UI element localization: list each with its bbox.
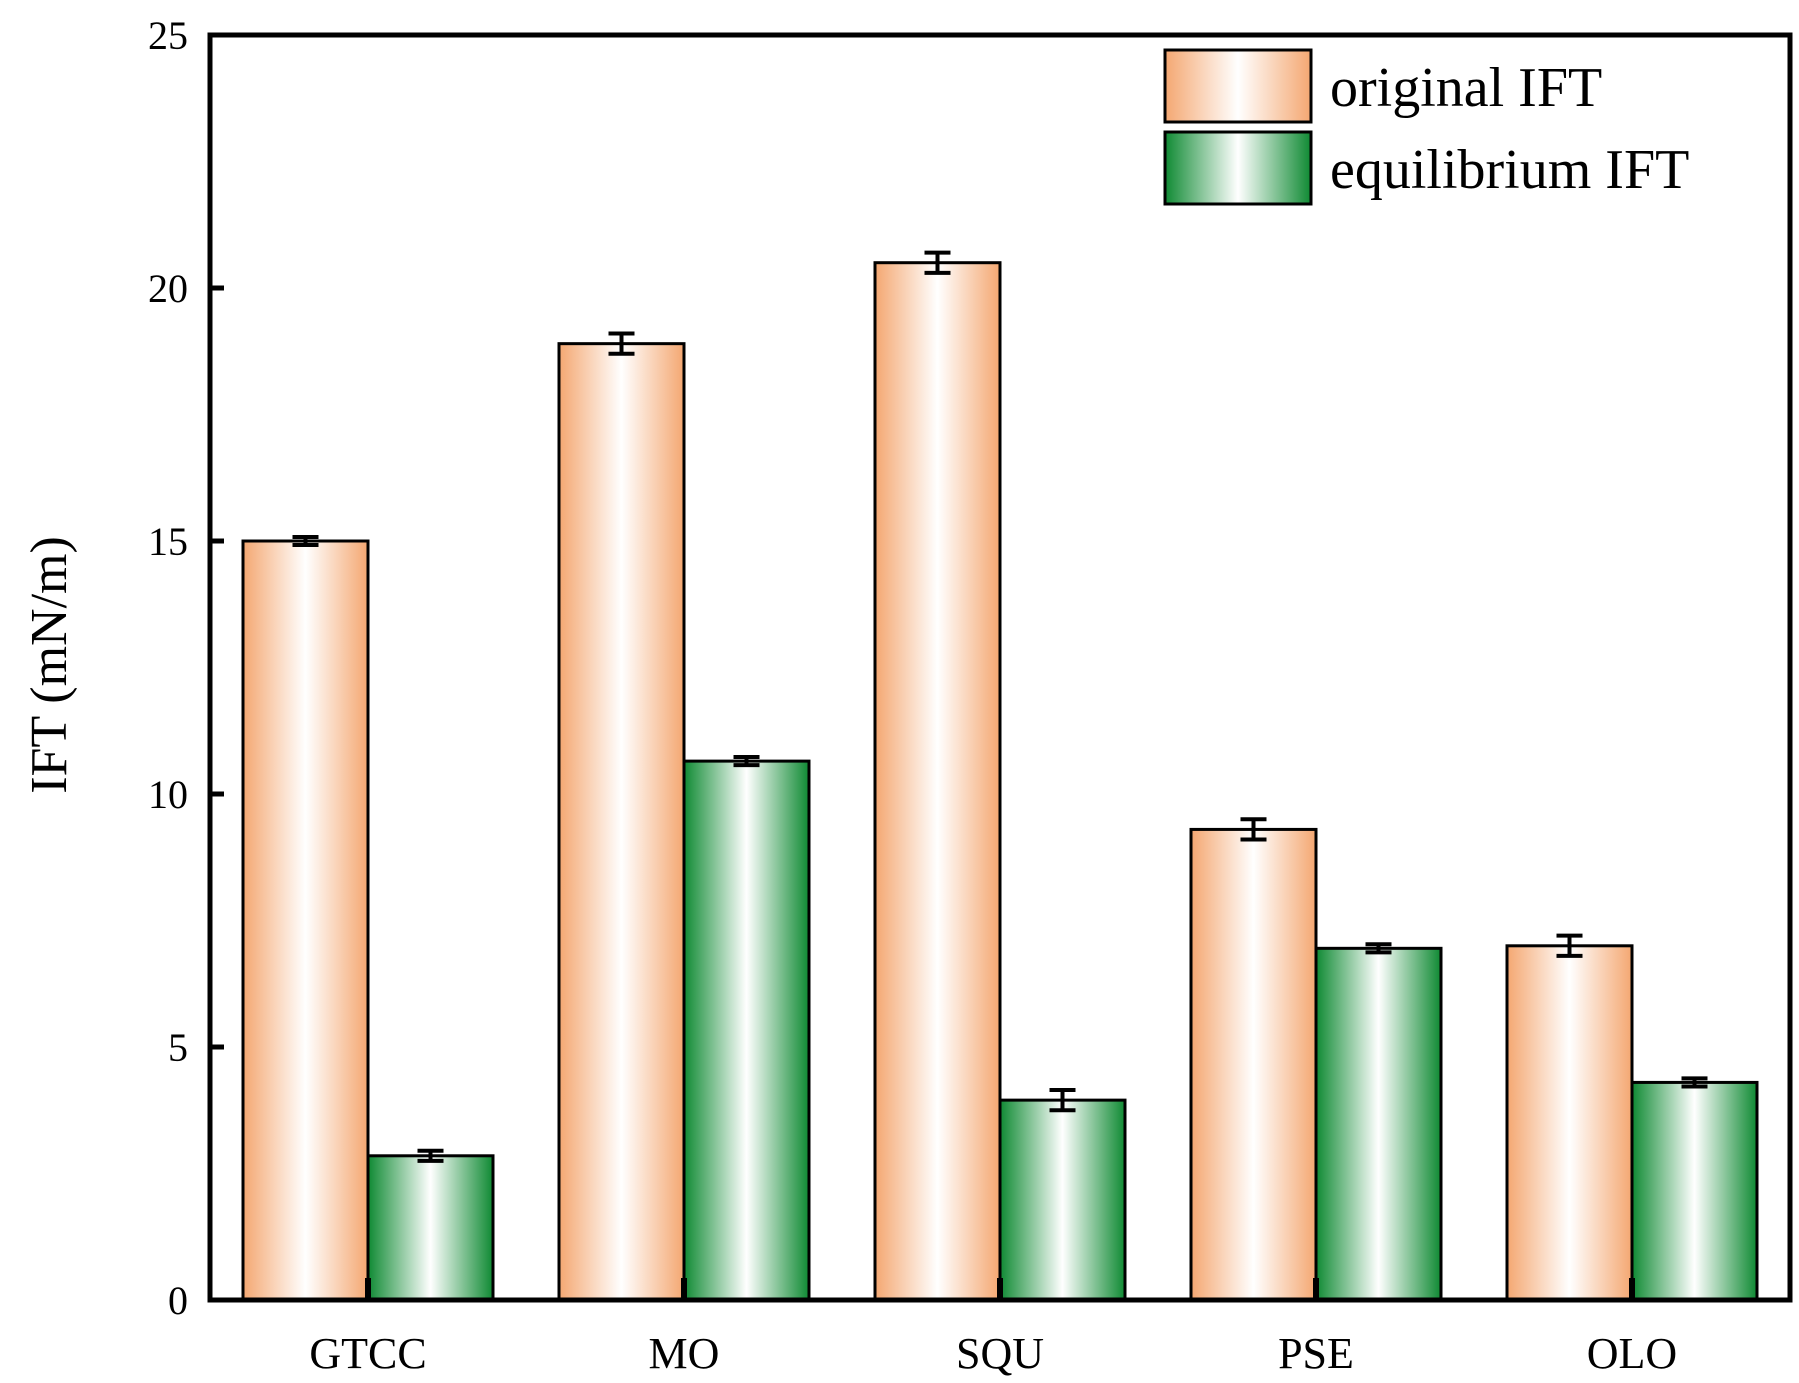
legend-label-original: original IFT (1330, 57, 1602, 119)
legend-swatch-equilibrium (1163, 130, 1313, 206)
bar-equilibrium-ift-olo (1630, 1080, 1759, 1302)
y-tick-label-15: 15 (148, 519, 188, 564)
bar-original-ift-mo (557, 342, 686, 1302)
legend-label-equilibrium: equilibrium IFT (1330, 139, 1689, 201)
bar-equilibrium-ift-mo (682, 759, 811, 1302)
y-tick-label-25: 25 (148, 13, 188, 58)
error-bar-original-ift-squ (924, 250, 951, 275)
y-tick-label-5: 5 (168, 1025, 188, 1070)
y-axis: 0 5 10 15 20 25 (148, 13, 224, 1323)
error-bar-equilibrium-ift-pse (1365, 942, 1392, 955)
x-tick-label-pse: PSE (1278, 1329, 1354, 1378)
y-axis-title: IFT (mN/m) (21, 536, 78, 794)
x-tick-label-squ: SQU (956, 1329, 1044, 1378)
error-bar-equilibrium-ift-gtcc (417, 1148, 444, 1163)
bar-equilibrium-ift-gtcc (366, 1154, 495, 1302)
x-tick-label-olo: OLO (1587, 1329, 1677, 1378)
y-tick-label-10: 10 (148, 772, 188, 817)
bar-original-ift-squ (873, 261, 1002, 1302)
error-bar-original-ift-mo (608, 331, 635, 356)
error-bar-equilibrium-ift-mo (733, 755, 760, 768)
bar-original-ift-pse (1189, 827, 1318, 1302)
x-axis: GTCC MO SQU PSE OLO (309, 1278, 1677, 1378)
bar-equilibrium-ift-pse (1314, 946, 1443, 1302)
legend-swatch-original (1163, 48, 1313, 124)
bar-original-ift-gtcc (241, 539, 370, 1302)
error-bar-equilibrium-ift-olo (1681, 1076, 1708, 1089)
x-tick-label-mo: MO (649, 1329, 720, 1378)
legend: original IFT equilibrium IFT (1163, 48, 1689, 206)
bars-group (241, 261, 1759, 1302)
y-tick-label-20: 20 (148, 266, 188, 311)
x-tick-label-gtcc: GTCC (309, 1329, 426, 1378)
error-bar-original-ift-pse (1240, 817, 1267, 842)
bar-original-ift-olo (1505, 944, 1634, 1302)
error-bar-original-ift-olo (1556, 933, 1583, 958)
error-bar-original-ift-gtcc (292, 534, 319, 548)
error-bar-equilibrium-ift-squ (1049, 1088, 1076, 1113)
bar-equilibrium-ift-squ (998, 1098, 1127, 1302)
error-bars-group (292, 250, 1708, 1163)
y-tick-label-0: 0 (168, 1278, 188, 1323)
